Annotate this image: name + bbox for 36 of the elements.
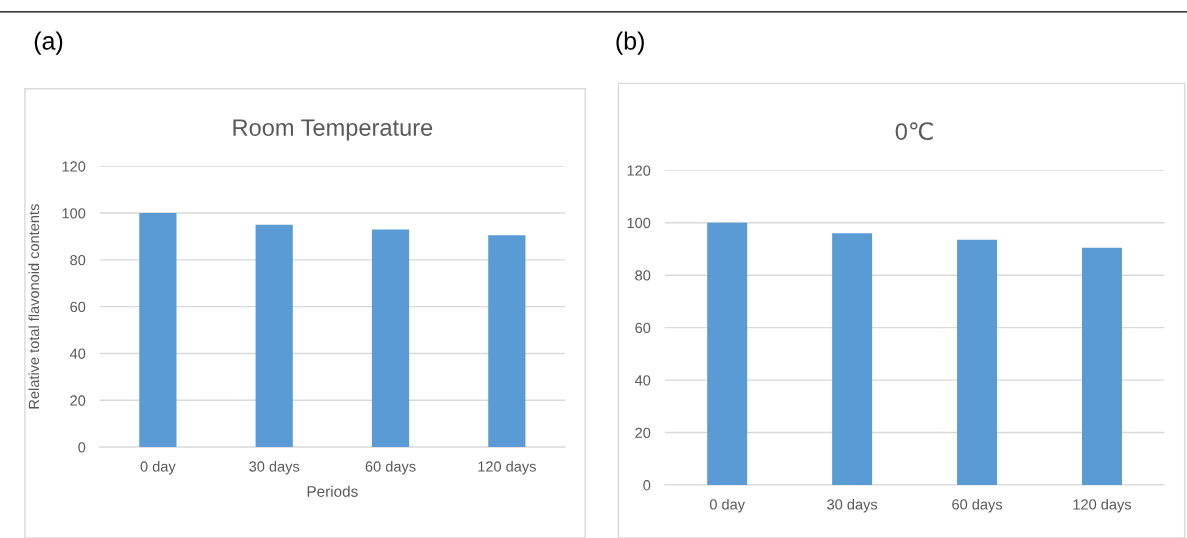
y-tick-label: 40: [634, 375, 651, 386]
bar: [1081, 247, 1122, 486]
y-tick-label: 60: [70, 301, 86, 313]
x-tick-label: 60 days: [952, 498, 1003, 513]
y-tick-label: 80: [635, 270, 651, 281]
bar: [139, 213, 177, 448]
y-tick-label: 120: [62, 161, 86, 172]
bar: [488, 235, 526, 448]
y-tick-label: 40: [69, 348, 86, 359]
x-tick-label: 120 days: [478, 460, 536, 475]
chart-title: Room Temperature: [233, 119, 433, 141]
y-tick-label: 120: [627, 165, 651, 176]
chart-title: 0℃: [895, 122, 933, 141]
y-tick-label: 20: [70, 395, 86, 406]
y-tick-label: 80: [70, 254, 86, 266]
x-tick-label: 30 days: [827, 498, 878, 513]
y-tick-label: 0: [78, 442, 86, 453]
bar: [832, 233, 873, 486]
x-tick-label: 0 day: [140, 460, 176, 475]
y-axis-title: Relative total flavonoid contents: [28, 204, 40, 409]
x-tick-label: 30 days: [249, 460, 300, 475]
x-tick-label: 0 day: [709, 498, 745, 513]
text: (b): [616, 31, 644, 55]
bar: [255, 224, 293, 448]
bar: [957, 239, 998, 486]
y-tick-label: 60: [635, 322, 651, 334]
bar: [371, 229, 410, 448]
text: (a): [34, 31, 63, 55]
x-tick-label: 60 days: [365, 460, 416, 475]
x-axis-title: Periods: [307, 485, 358, 497]
y-tick-label: 100: [62, 208, 86, 219]
y-tick-label: 20: [635, 427, 651, 438]
bar: [707, 222, 748, 486]
y-tick-label: 100: [627, 217, 651, 229]
y-tick-label: 0: [643, 480, 651, 491]
x-tick-label: 120 days: [1073, 498, 1132, 513]
